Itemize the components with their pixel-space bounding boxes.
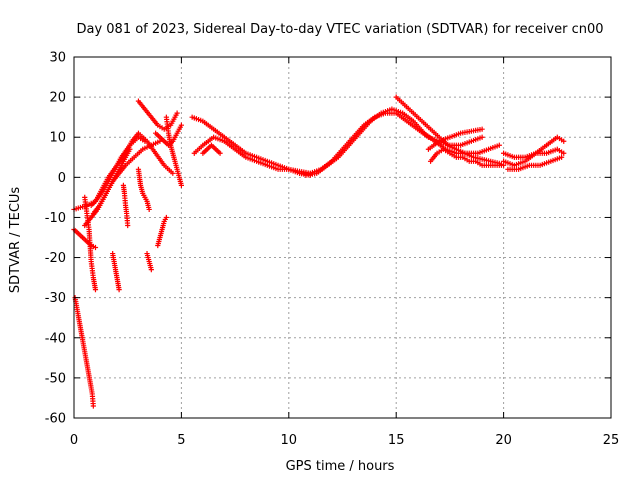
data-point [170, 170, 176, 176]
series-trace-2 [71, 226, 99, 251]
y-tick-label: -30 [45, 291, 66, 306]
series-trace-15 [163, 114, 184, 188]
data-point [479, 126, 485, 132]
data-point [92, 244, 99, 251]
series-trace-25 [501, 146, 567, 160]
chart-title: Day 081 of 2023, Sidereal Day-to-day VTE… [76, 22, 603, 37]
y-tick-label: -20 [45, 251, 66, 266]
data-points [71, 94, 567, 409]
series-trace-18 [200, 142, 223, 156]
data-point [174, 110, 180, 116]
data-point [148, 266, 154, 273]
data-point [125, 222, 131, 229]
data-point [498, 162, 505, 168]
y-tick-label: 20 [49, 91, 66, 106]
data-point [146, 206, 152, 213]
y-tick-label: -40 [45, 331, 66, 346]
grid [74, 57, 611, 418]
x-tick-label: 25 [603, 433, 620, 448]
y-tick-label: 0 [58, 171, 66, 186]
x-tick-label: 5 [177, 433, 185, 448]
series-trace-9 [120, 182, 131, 229]
series-trace-11 [144, 250, 154, 273]
data-point [561, 150, 567, 156]
axis-ticks: 0 5 10 15 20 25 -60 -50 -40 -30 -20 -10 0 10 20 30 [45, 51, 620, 449]
data-point [217, 150, 223, 156]
x-axis-title: GPS time / hours [286, 459, 395, 474]
plot-frame [73, 56, 612, 419]
y-tick-label: -60 [45, 412, 66, 427]
data-point [479, 134, 485, 140]
series-trace-3 [72, 295, 96, 409]
series-trace-12 [155, 214, 169, 249]
x-tick-label: 20 [495, 433, 512, 448]
y-tick-label: -10 [45, 211, 66, 226]
data-point [561, 138, 567, 144]
series-trace-7 [82, 194, 99, 293]
data-point [90, 403, 96, 409]
x-tick-label: 10 [281, 433, 298, 448]
data-point [92, 287, 99, 293]
series-trace-10 [135, 166, 152, 213]
data-point [116, 287, 122, 293]
data-point [558, 154, 565, 160]
x-tick-label: 0 [70, 433, 78, 448]
y-axis-title: SDTVAR / TECUs [8, 187, 23, 294]
series-trace-6 [90, 138, 163, 217]
series-trace-13 [135, 98, 180, 132]
y-tick-label: 30 [49, 51, 66, 66]
series-trace-26 [505, 154, 565, 172]
series-trace-8 [110, 250, 122, 293]
data-point [178, 122, 184, 128]
series-trace-16 [189, 114, 313, 176]
series-trace-21 [393, 94, 507, 168]
data-point [496, 142, 502, 148]
data-point [178, 182, 184, 188]
series-trace-22 [425, 126, 485, 152]
x-tick-label: 15 [388, 433, 405, 448]
y-tick-label: -50 [45, 371, 66, 386]
y-tick-label: 10 [49, 131, 66, 146]
data-point [163, 214, 169, 221]
series-trace-23 [427, 146, 505, 168]
